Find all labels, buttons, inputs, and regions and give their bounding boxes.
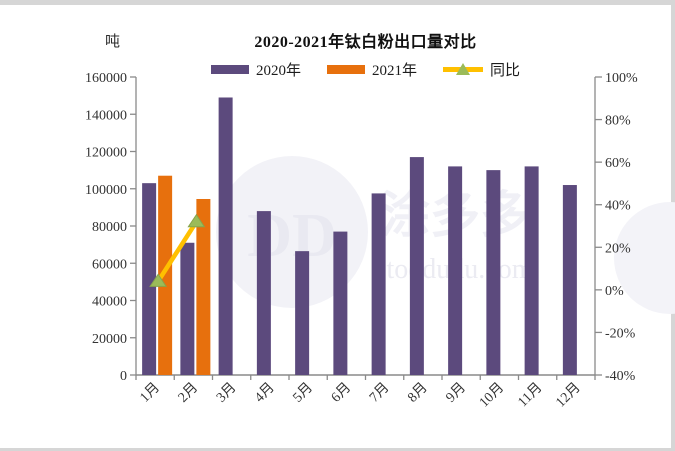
- x-axis-category-label: 5月: [290, 380, 316, 406]
- legend-label-yoy: 同比: [490, 62, 521, 79]
- left-axis-tick-label: 80000: [92, 220, 127, 235]
- bar-2020年-11月: [524, 166, 539, 375]
- frame-edge-top: [0, 0, 675, 5]
- triangle-marker-icon: [456, 62, 470, 75]
- right-axis-tick-label: 100%: [605, 71, 638, 86]
- legend-label-2021: 2021年: [371, 62, 417, 79]
- left-axis-tick-label: 120000: [85, 146, 127, 161]
- left-axis-tick-label: 140000: [85, 108, 127, 123]
- legend-label-2020: 2020年: [255, 62, 301, 79]
- bar-2020年-9月: [448, 166, 463, 375]
- left-axis-tick-label: 0: [120, 369, 127, 384]
- legend: 2020年 2021年 同比: [136, 59, 595, 80]
- x-axis-category-label: 6月: [328, 380, 354, 406]
- right-axis-tick-label: 80%: [605, 114, 631, 129]
- right-axis-tick-label: 20%: [605, 241, 631, 256]
- x-axis-category-label: 12月: [553, 380, 584, 411]
- bar-2021年-1月: [158, 175, 173, 375]
- legend-item-2021: 2021年: [326, 59, 417, 80]
- chart-title: 2020-2021年钛白粉出口量对比: [254, 34, 477, 51]
- x-axis-category-label: 8月: [405, 380, 431, 406]
- x-axis-category-label: 2月: [175, 380, 201, 406]
- bar-2020年-2月: [180, 242, 195, 375]
- bar-2020年-7月: [371, 193, 386, 375]
- legend-item-yoy: 同比: [443, 59, 520, 80]
- watermark-logo-circle: [216, 156, 368, 308]
- legend-swatch-2020: [210, 64, 249, 74]
- x-axis-category-label: 9月: [443, 380, 469, 406]
- bar-2020年-8月: [409, 157, 424, 375]
- right-axis-tick-label: -40%: [605, 369, 636, 384]
- bar-2021年-2月: [196, 198, 211, 375]
- bar-2020年-3月: [218, 97, 233, 376]
- yoy-triangle-marker: [187, 213, 206, 228]
- bar-2020年-12月: [562, 185, 577, 375]
- bar-2020年-6月: [333, 231, 348, 375]
- frame-edge-bottom: [0, 448, 675, 451]
- bar-2020年-10月: [486, 170, 501, 375]
- x-axis-category-label: 3月: [213, 380, 239, 406]
- left-axis-tick-label: 20000: [92, 332, 127, 347]
- left-axis-tick-label: 100000: [85, 183, 127, 198]
- legend-swatch-2021: [326, 64, 365, 74]
- legend-item-2020: 2020年: [210, 59, 301, 80]
- right-axis-tick-label: 60%: [605, 156, 631, 171]
- left-axis-tick-label: 160000: [85, 71, 127, 86]
- x-axis-category-label: 7月: [366, 380, 392, 406]
- yoy-triangle-marker: [149, 273, 168, 287]
- x-axis-category-label: 4月: [252, 380, 278, 406]
- x-axis-category-label: 1月: [137, 380, 163, 406]
- x-axis-category-label: 11月: [515, 380, 546, 411]
- left-axis-unit-label: 吨: [104, 34, 120, 50]
- left-axis-tick-label: 60000: [92, 257, 127, 272]
- yoy-line: [155, 219, 199, 284]
- bar-2020年-5月: [295, 251, 310, 375]
- x-axis-category-label: 10月: [476, 380, 507, 411]
- right-axis-tick-label: 40%: [605, 199, 631, 214]
- left-axis-tick-label: 40000: [92, 295, 127, 310]
- watermark-logo-circle-partial: [614, 202, 675, 314]
- right-axis-tick-label: 0%: [605, 284, 624, 299]
- bar-2020年-1月: [142, 183, 157, 375]
- right-axis-tick-label: -20%: [605, 326, 636, 341]
- bar-2020年-4月: [256, 211, 271, 375]
- legend-line-marker-yoy: [443, 62, 483, 75]
